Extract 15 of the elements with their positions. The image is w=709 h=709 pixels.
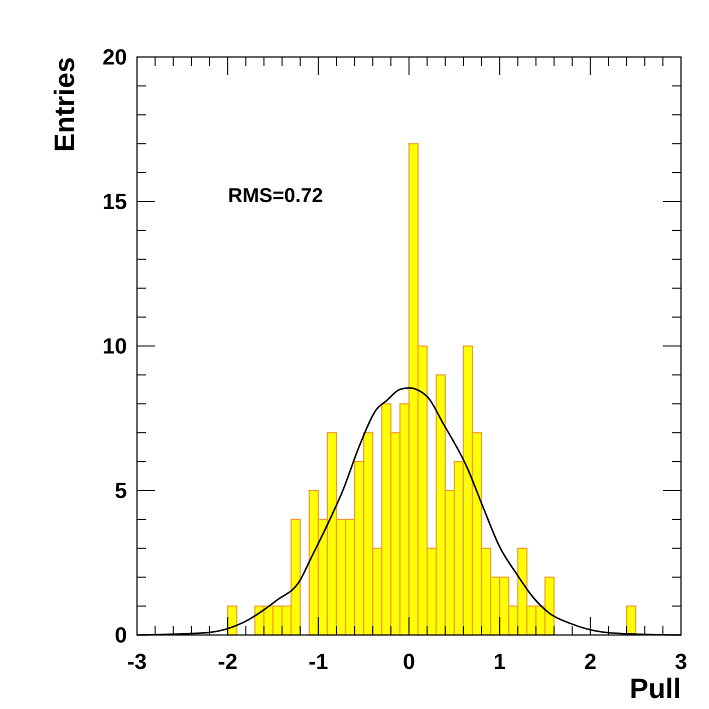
y-tick-label: 15 <box>102 189 127 214</box>
x-tick-label: -3 <box>127 649 147 674</box>
x-tick-label: 1 <box>494 649 506 674</box>
x-tick-label: 3 <box>674 649 688 674</box>
x-tick-label: 2 <box>584 649 596 674</box>
annotation: RMS=0.72 <box>228 185 324 207</box>
y-tick-label: 20 <box>102 44 127 70</box>
y-tick-label: 5 <box>114 478 127 504</box>
x-tick-label: 0 <box>402 649 416 674</box>
y-tick-label: 0 <box>114 622 127 648</box>
x-tick-label: -1 <box>308 649 328 674</box>
y-tick-label: 10 <box>102 334 127 359</box>
x-axis-title: Pull <box>630 673 681 704</box>
x-tick-label: -2 <box>218 649 238 674</box>
y-axis-title: Entries <box>49 57 80 152</box>
